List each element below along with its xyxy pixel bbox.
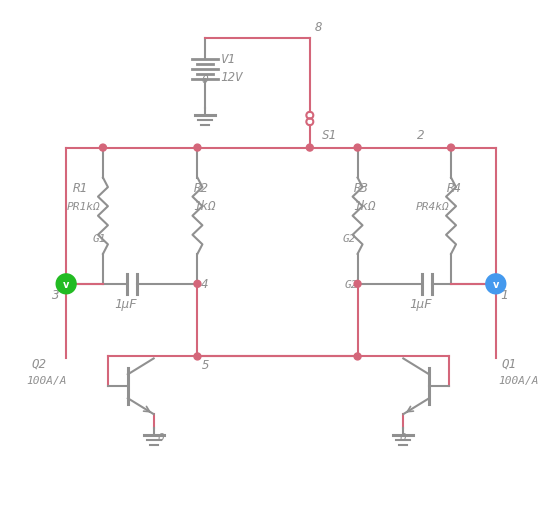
Circle shape bbox=[306, 145, 314, 152]
Text: 8: 8 bbox=[315, 21, 322, 34]
Text: R3: R3 bbox=[353, 182, 368, 195]
Text: v: v bbox=[63, 279, 69, 289]
Text: 0: 0 bbox=[202, 75, 208, 85]
Text: 1μF: 1μF bbox=[409, 297, 431, 310]
Text: 1kΩ: 1kΩ bbox=[193, 200, 216, 213]
Circle shape bbox=[354, 281, 361, 288]
Text: Q1: Q1 bbox=[502, 357, 517, 370]
Circle shape bbox=[56, 274, 76, 294]
Text: 0: 0 bbox=[158, 432, 165, 442]
Text: 2: 2 bbox=[417, 128, 425, 142]
Text: 3: 3 bbox=[51, 288, 59, 301]
Text: v: v bbox=[493, 279, 499, 289]
Text: 5: 5 bbox=[202, 359, 210, 372]
Text: 4: 4 bbox=[201, 277, 208, 290]
Text: V1: V1 bbox=[220, 53, 235, 66]
Text: 100A/A: 100A/A bbox=[27, 376, 67, 385]
Circle shape bbox=[448, 145, 454, 152]
Text: R4: R4 bbox=[447, 182, 462, 195]
Circle shape bbox=[63, 281, 70, 288]
Circle shape bbox=[100, 145, 106, 152]
Text: 0: 0 bbox=[399, 432, 406, 442]
Circle shape bbox=[486, 274, 506, 294]
Circle shape bbox=[194, 281, 201, 288]
Text: 1μF: 1μF bbox=[114, 297, 136, 310]
Circle shape bbox=[354, 353, 361, 360]
Text: 1kΩ: 1kΩ bbox=[353, 200, 376, 213]
Text: Q2: Q2 bbox=[32, 357, 47, 370]
Circle shape bbox=[354, 145, 361, 152]
Text: R1: R1 bbox=[73, 182, 88, 195]
Text: 1: 1 bbox=[500, 288, 507, 301]
Text: S1: S1 bbox=[322, 128, 337, 142]
Text: PR4kΩ: PR4kΩ bbox=[416, 202, 449, 212]
Text: G1: G1 bbox=[93, 234, 106, 244]
Text: 12V: 12V bbox=[220, 71, 243, 84]
Text: R2: R2 bbox=[193, 182, 208, 195]
Text: G2: G2 bbox=[345, 279, 358, 289]
Text: PR1kΩ: PR1kΩ bbox=[67, 202, 101, 212]
Circle shape bbox=[194, 145, 201, 152]
Text: 100A/A: 100A/A bbox=[499, 376, 539, 385]
Text: G2: G2 bbox=[342, 234, 356, 244]
Circle shape bbox=[493, 281, 499, 288]
Circle shape bbox=[194, 353, 201, 360]
